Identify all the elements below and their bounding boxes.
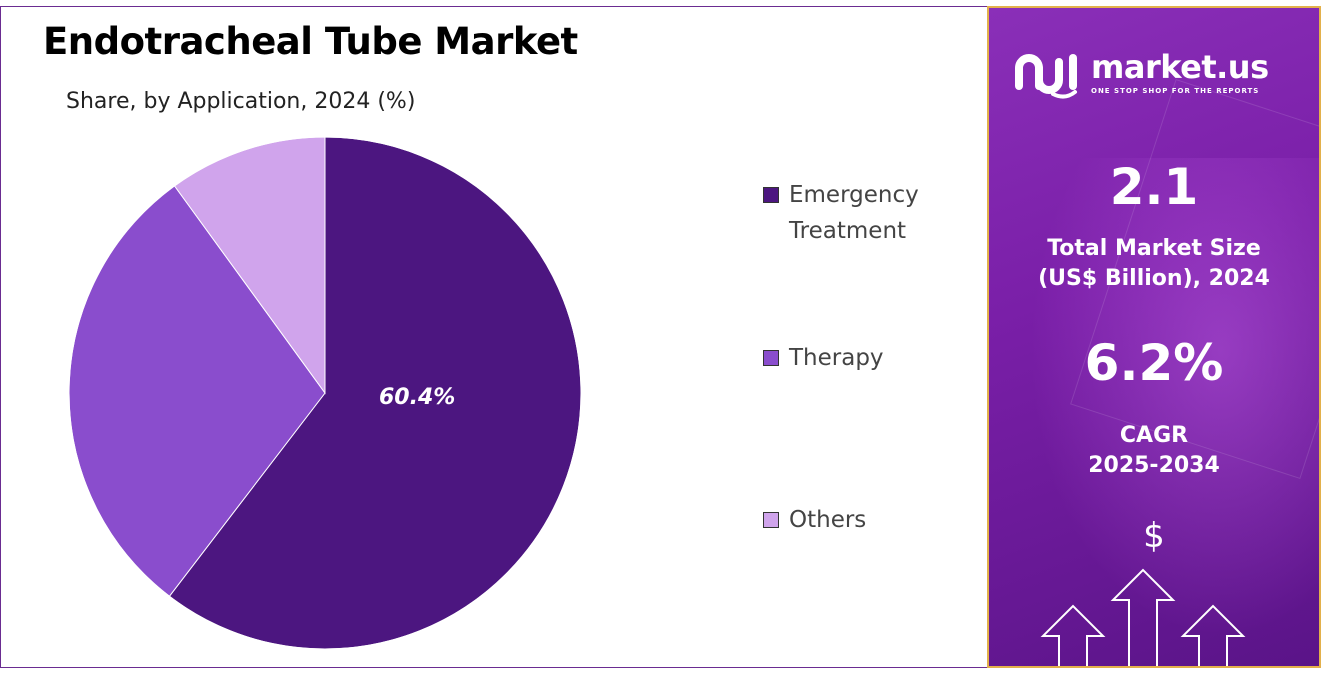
panel-background-glow	[1029, 158, 1319, 638]
cagr-period: 2025-2034	[1088, 453, 1220, 478]
market-size-label-line1: Total Market Size	[1047, 236, 1261, 261]
legend-item-therapy: Therapy	[763, 340, 954, 376]
market-us-logo-icon	[1015, 54, 1077, 99]
market-size-label-line2: (US$ Billion), 2024	[1038, 266, 1270, 291]
pie-chart: 60.4%	[68, 136, 582, 650]
cagr-label: CAGR	[1119, 423, 1189, 448]
brand-logo: market.us ONE STOP SHOP FOR THE REPORTS	[1013, 46, 1303, 102]
chart-subtitle: Share, by Application, 2024 (%)	[66, 89, 416, 114]
legend-item-emergency-treatment: Emergency Treatment	[763, 177, 954, 249]
legend-label: Therapy	[789, 345, 884, 371]
pie-data-label: 60.4%	[379, 385, 455, 410]
cagr-value: 6.2%	[1084, 334, 1224, 392]
legend-label: Others	[789, 507, 867, 533]
pie-outline	[68, 136, 582, 650]
legend-swatch	[763, 187, 779, 203]
brand-tagline: ONE STOP SHOP FOR THE REPORTS	[1091, 87, 1260, 95]
legend-label: Emergency Treatment	[789, 182, 919, 244]
legend-item-others: Others	[763, 502, 954, 538]
market-summary-panel: market.us ONE STOP SHOP FOR THE REPORTS …	[987, 6, 1321, 668]
legend-swatch	[763, 350, 779, 366]
market-size-value: 2.1	[1109, 158, 1199, 216]
brand-name: market.us	[1091, 48, 1269, 86]
chart-title: Endotracheal Tube Market	[43, 20, 578, 63]
growth-arrows-icon	[1040, 568, 1246, 666]
legend-swatch	[763, 512, 779, 528]
dollar-icon: $	[1143, 516, 1165, 556]
